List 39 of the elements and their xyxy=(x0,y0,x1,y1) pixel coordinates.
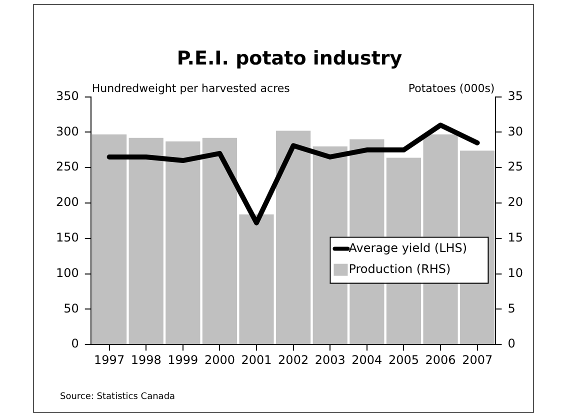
legend-label: Production (RHS) xyxy=(348,262,451,276)
bar xyxy=(202,138,238,344)
x-tick-label: 1997 xyxy=(94,352,125,367)
y-axis-title: Hundredweight per harvested acres xyxy=(92,82,290,96)
chart-title: P.E.I. potato industry xyxy=(176,47,403,70)
x-tick-label: 1998 xyxy=(130,352,162,367)
y2-tick-label: 10 xyxy=(508,266,524,280)
y-tick-label: 0 xyxy=(71,336,79,351)
y-tick-label: 150 xyxy=(56,230,79,245)
y2-tick-label: 20 xyxy=(508,195,524,210)
y-tick-label: 50 xyxy=(64,301,79,316)
x-tick-label: 2000 xyxy=(204,352,235,367)
x-tick-label: 2007 xyxy=(462,352,493,367)
y2-tick-label: 35 xyxy=(508,88,524,103)
y-tick-label: 300 xyxy=(56,124,79,138)
y2-tick-label: 30 xyxy=(508,124,524,138)
bar xyxy=(276,130,311,344)
y2-tick-label: 5 xyxy=(508,301,516,316)
y2-tick-label: 15 xyxy=(508,230,524,245)
x-tick-label: 2006 xyxy=(425,352,456,367)
x-tick-label: 2005 xyxy=(388,352,419,367)
bar xyxy=(239,214,274,344)
x-tick-label: 1999 xyxy=(168,352,198,367)
x-tick-label: 2003 xyxy=(314,352,346,367)
source-note: Source: Statistics Canada xyxy=(60,392,176,402)
y2-tick-label: 25 xyxy=(508,160,524,174)
y2-axis-title: Potatoes (000s) xyxy=(408,82,495,96)
bar xyxy=(128,138,164,344)
x-tick-label: 2001 xyxy=(241,352,272,367)
bar xyxy=(166,141,200,344)
y2-tick-label: 0 xyxy=(508,336,516,351)
y-tick-label: 200 xyxy=(56,195,79,210)
y-tick-label: 350 xyxy=(56,88,79,103)
x-tick-label: 2004 xyxy=(352,352,382,367)
legend-label: Average yield (LHS) xyxy=(348,240,468,255)
x-tick-label: 2002 xyxy=(278,352,309,367)
y-tick-label: 250 xyxy=(56,160,79,174)
y-tick-label: 100 xyxy=(56,266,79,280)
bar xyxy=(92,134,127,344)
